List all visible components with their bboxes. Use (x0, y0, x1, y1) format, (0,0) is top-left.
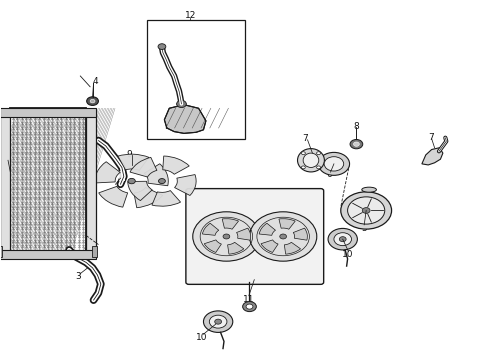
Wedge shape (134, 188, 163, 208)
Text: 10: 10 (342, 250, 353, 259)
Circle shape (90, 99, 95, 103)
Circle shape (334, 233, 351, 246)
Text: 4: 4 (92, 77, 98, 86)
Wedge shape (293, 228, 307, 240)
Circle shape (87, 97, 98, 105)
Wedge shape (128, 181, 152, 201)
Wedge shape (204, 240, 221, 252)
Circle shape (347, 197, 385, 224)
Bar (92, 246, 97, 257)
Text: 1: 1 (2, 154, 7, 163)
Ellipse shape (362, 187, 376, 192)
Bar (0, 250, 96, 259)
Text: 11: 11 (243, 294, 255, 303)
Circle shape (339, 237, 346, 242)
Wedge shape (152, 190, 180, 206)
Text: 2: 2 (119, 172, 124, 181)
Text: 10: 10 (196, 333, 208, 342)
Circle shape (280, 234, 287, 239)
Wedge shape (227, 242, 244, 254)
Wedge shape (98, 186, 128, 207)
Circle shape (317, 152, 320, 154)
Circle shape (350, 139, 363, 149)
Circle shape (193, 212, 260, 261)
Wedge shape (95, 162, 120, 183)
Circle shape (301, 166, 305, 169)
FancyBboxPatch shape (186, 189, 324, 284)
Text: 9: 9 (127, 150, 133, 159)
Circle shape (243, 302, 256, 312)
Circle shape (128, 179, 135, 184)
Circle shape (203, 311, 233, 332)
Wedge shape (174, 175, 196, 195)
Text: 12: 12 (185, 11, 196, 20)
Wedge shape (163, 156, 189, 174)
Bar (10, 108, 86, 259)
Wedge shape (202, 223, 219, 235)
Bar (0, 108, 96, 117)
Ellipse shape (303, 153, 319, 167)
Circle shape (324, 157, 343, 171)
Polygon shape (422, 148, 443, 165)
Circle shape (353, 142, 359, 146)
Bar (86, 112, 96, 255)
Wedge shape (118, 154, 149, 170)
Text: 7: 7 (428, 133, 434, 142)
Circle shape (328, 228, 357, 250)
Wedge shape (259, 223, 275, 235)
Wedge shape (222, 219, 239, 229)
Text: 8: 8 (353, 122, 359, 131)
Bar (0, 112, 10, 255)
Wedge shape (279, 219, 295, 229)
Circle shape (209, 315, 227, 328)
Circle shape (301, 152, 305, 154)
Ellipse shape (297, 149, 324, 172)
Polygon shape (164, 105, 206, 134)
Text: 3: 3 (75, 272, 81, 281)
Wedge shape (284, 242, 300, 254)
Circle shape (176, 100, 186, 108)
Circle shape (249, 212, 317, 261)
Bar (147, 21, 245, 139)
Text: 6: 6 (326, 170, 332, 179)
Circle shape (215, 319, 221, 324)
Circle shape (158, 44, 166, 49)
Text: 7: 7 (302, 134, 308, 143)
Wedge shape (144, 164, 168, 186)
Circle shape (317, 166, 320, 169)
Circle shape (223, 234, 230, 239)
Bar (0, 246, 1, 257)
Text: 5: 5 (361, 224, 367, 233)
Circle shape (246, 304, 253, 309)
Wedge shape (261, 240, 278, 252)
Wedge shape (130, 157, 157, 177)
Circle shape (159, 179, 165, 184)
Circle shape (341, 192, 392, 229)
Wedge shape (237, 228, 250, 240)
Circle shape (362, 208, 370, 213)
Circle shape (318, 152, 349, 175)
